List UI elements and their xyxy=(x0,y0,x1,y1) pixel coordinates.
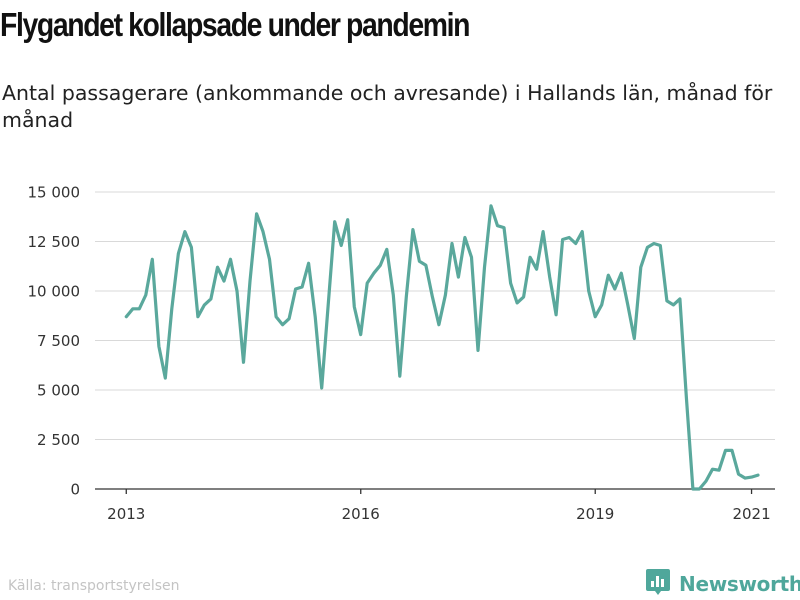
series-line xyxy=(124,204,760,491)
x-tick-label: 2016 xyxy=(342,505,380,523)
y-tick-label: 2 500 xyxy=(37,431,80,449)
chart-subtitle: Antal passagerare (ankommande och avresa… xyxy=(2,81,773,132)
brand-logo[interactable]: Newsworthy xyxy=(645,568,800,600)
y-tick-label: 0 xyxy=(70,481,80,499)
x-tick-label: 2013 xyxy=(107,505,145,523)
brand-name: Newsworthy xyxy=(679,572,800,596)
series-layer xyxy=(124,204,760,491)
x-axis-tick-labels: 2013 2016 2019 2021 xyxy=(107,505,770,523)
x-axis xyxy=(95,488,775,494)
y-tick-label: 7 500 xyxy=(37,332,80,350)
y-tick-label: 10 000 xyxy=(28,283,81,301)
y-tick-label: 5 000 xyxy=(37,382,80,400)
gridlines xyxy=(95,191,775,440)
x-tick-label: 2019 xyxy=(576,505,614,523)
y-tick-label: 12 500 xyxy=(28,233,81,251)
chart-title: Flygandet kollapsade under pandemin xyxy=(0,6,470,43)
y-tick-label: 15 000 xyxy=(28,184,81,202)
bar-chart-logo-icon xyxy=(645,568,671,600)
y-axis-tick-labels: 0 2 500 5 000 7 500 10 000 12 500 15 000 xyxy=(28,184,81,499)
x-tick-label: 2021 xyxy=(732,505,770,523)
source-note: Källa: transportstyrelsen xyxy=(8,578,180,594)
